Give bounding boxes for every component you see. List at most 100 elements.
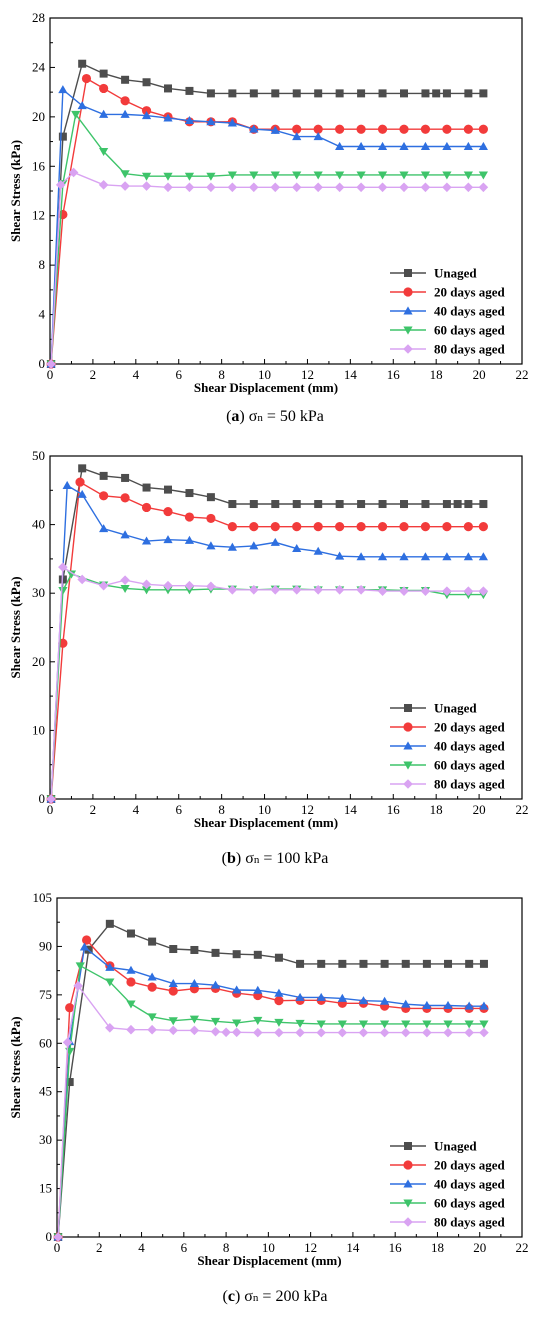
data-point xyxy=(274,988,284,997)
data-point xyxy=(164,485,172,494)
data-point xyxy=(163,172,173,181)
data-point xyxy=(432,89,441,98)
data-point xyxy=(357,500,366,509)
data-point xyxy=(227,171,237,180)
data-point xyxy=(313,182,323,193)
data-point xyxy=(126,1024,136,1035)
data-point xyxy=(232,985,242,994)
chart-panel-a: 0 2 4 6 8 10 12 14 16 18 20 22 0 4 8 12 16 20 24 28 Shear Di… xyxy=(0,0,550,440)
data-point xyxy=(316,1020,326,1029)
data-point xyxy=(58,587,68,596)
x-tick-label: 6 xyxy=(175,802,182,817)
x-tick-label: 18 xyxy=(431,1240,444,1255)
data-point xyxy=(189,1025,200,1036)
data-point xyxy=(231,1027,242,1038)
y-axis-title: Shear Stress (kPa) xyxy=(8,140,23,242)
data-point xyxy=(337,1027,348,1038)
data-point xyxy=(249,500,258,509)
data-point xyxy=(356,522,366,532)
data-point xyxy=(274,996,284,1006)
y-tick-label: 0 xyxy=(39,791,46,806)
data-point xyxy=(420,182,431,193)
data-point xyxy=(75,962,85,971)
legend-item: 60 days aged xyxy=(390,323,506,338)
data-point xyxy=(464,500,473,509)
data-point xyxy=(422,1000,432,1009)
data-point xyxy=(359,959,368,968)
data-point xyxy=(313,584,323,595)
data-point xyxy=(141,536,152,545)
data-point xyxy=(142,483,151,492)
series-20-days-aged xyxy=(46,73,488,369)
legend-label: 80 days aged xyxy=(434,777,506,792)
data-point xyxy=(142,78,151,87)
data-point xyxy=(55,180,66,190)
data-point xyxy=(163,113,173,122)
data-point xyxy=(71,110,81,119)
legend-marker xyxy=(403,1199,413,1208)
data-point xyxy=(252,1027,263,1038)
data-point xyxy=(478,124,488,134)
series-20-days-aged xyxy=(46,477,488,804)
data-point xyxy=(141,111,152,120)
y-tick-label: 30 xyxy=(32,585,45,600)
data-point xyxy=(399,182,409,193)
data-point xyxy=(168,1025,179,1036)
data-point xyxy=(377,141,388,150)
data-point xyxy=(442,124,452,134)
data-point xyxy=(62,1037,73,1048)
x-tick-label: 20 xyxy=(473,1240,486,1255)
data-point xyxy=(464,1027,474,1038)
data-point xyxy=(399,552,409,561)
data-point xyxy=(478,586,489,596)
data-point xyxy=(249,182,259,193)
x-tick-label: 6 xyxy=(175,367,182,382)
y-tick-label: 20 xyxy=(32,109,45,124)
y-tick-label: 30 xyxy=(39,1132,52,1147)
data-point xyxy=(184,580,195,591)
data-point xyxy=(227,522,237,532)
data-point xyxy=(479,1027,489,1038)
data-point xyxy=(380,1020,390,1029)
data-point xyxy=(357,89,366,98)
data-point xyxy=(356,552,366,561)
x-tick-label: 20 xyxy=(473,802,486,817)
data-point xyxy=(378,500,387,509)
data-point xyxy=(249,584,259,595)
x-tick-label: 14 xyxy=(344,802,358,817)
data-point xyxy=(295,1019,305,1028)
data-point xyxy=(249,124,259,133)
data-point xyxy=(79,942,90,951)
series-80-days-aged xyxy=(46,562,489,804)
data-point xyxy=(377,586,388,596)
legend-item: 40 days aged xyxy=(390,739,506,754)
x-tick-label: 0 xyxy=(54,1240,61,1255)
caption-b: (b) σn = 100 kPa xyxy=(221,850,329,867)
data-point xyxy=(377,552,388,561)
data-point xyxy=(206,581,216,592)
legend-marker xyxy=(403,761,413,770)
legend-item: 20 days aged xyxy=(390,720,506,735)
x-tick-label: 10 xyxy=(258,802,271,817)
data-point xyxy=(227,118,237,127)
x-axis-title: Shear Displacement (mm) xyxy=(194,815,338,830)
data-point xyxy=(421,500,430,509)
legend-label: 20 days aged xyxy=(434,1158,506,1173)
legend-marker xyxy=(403,722,413,732)
data-point xyxy=(120,181,130,191)
data-point xyxy=(274,1018,284,1027)
data-point xyxy=(442,89,451,98)
legend-marker xyxy=(403,306,413,315)
data-point xyxy=(77,574,87,585)
data-point xyxy=(77,101,87,110)
data-point xyxy=(274,1027,284,1038)
y-tick-label: 20 xyxy=(32,654,45,669)
data-point xyxy=(377,522,388,532)
data-point xyxy=(141,502,152,513)
caption-c: (c) σn = 200 kPa xyxy=(222,1288,328,1305)
data-point xyxy=(463,182,474,193)
x-tick-label: 10 xyxy=(258,367,271,382)
data-point xyxy=(442,522,452,532)
data-point xyxy=(464,1001,474,1010)
series-unaged xyxy=(47,59,488,368)
